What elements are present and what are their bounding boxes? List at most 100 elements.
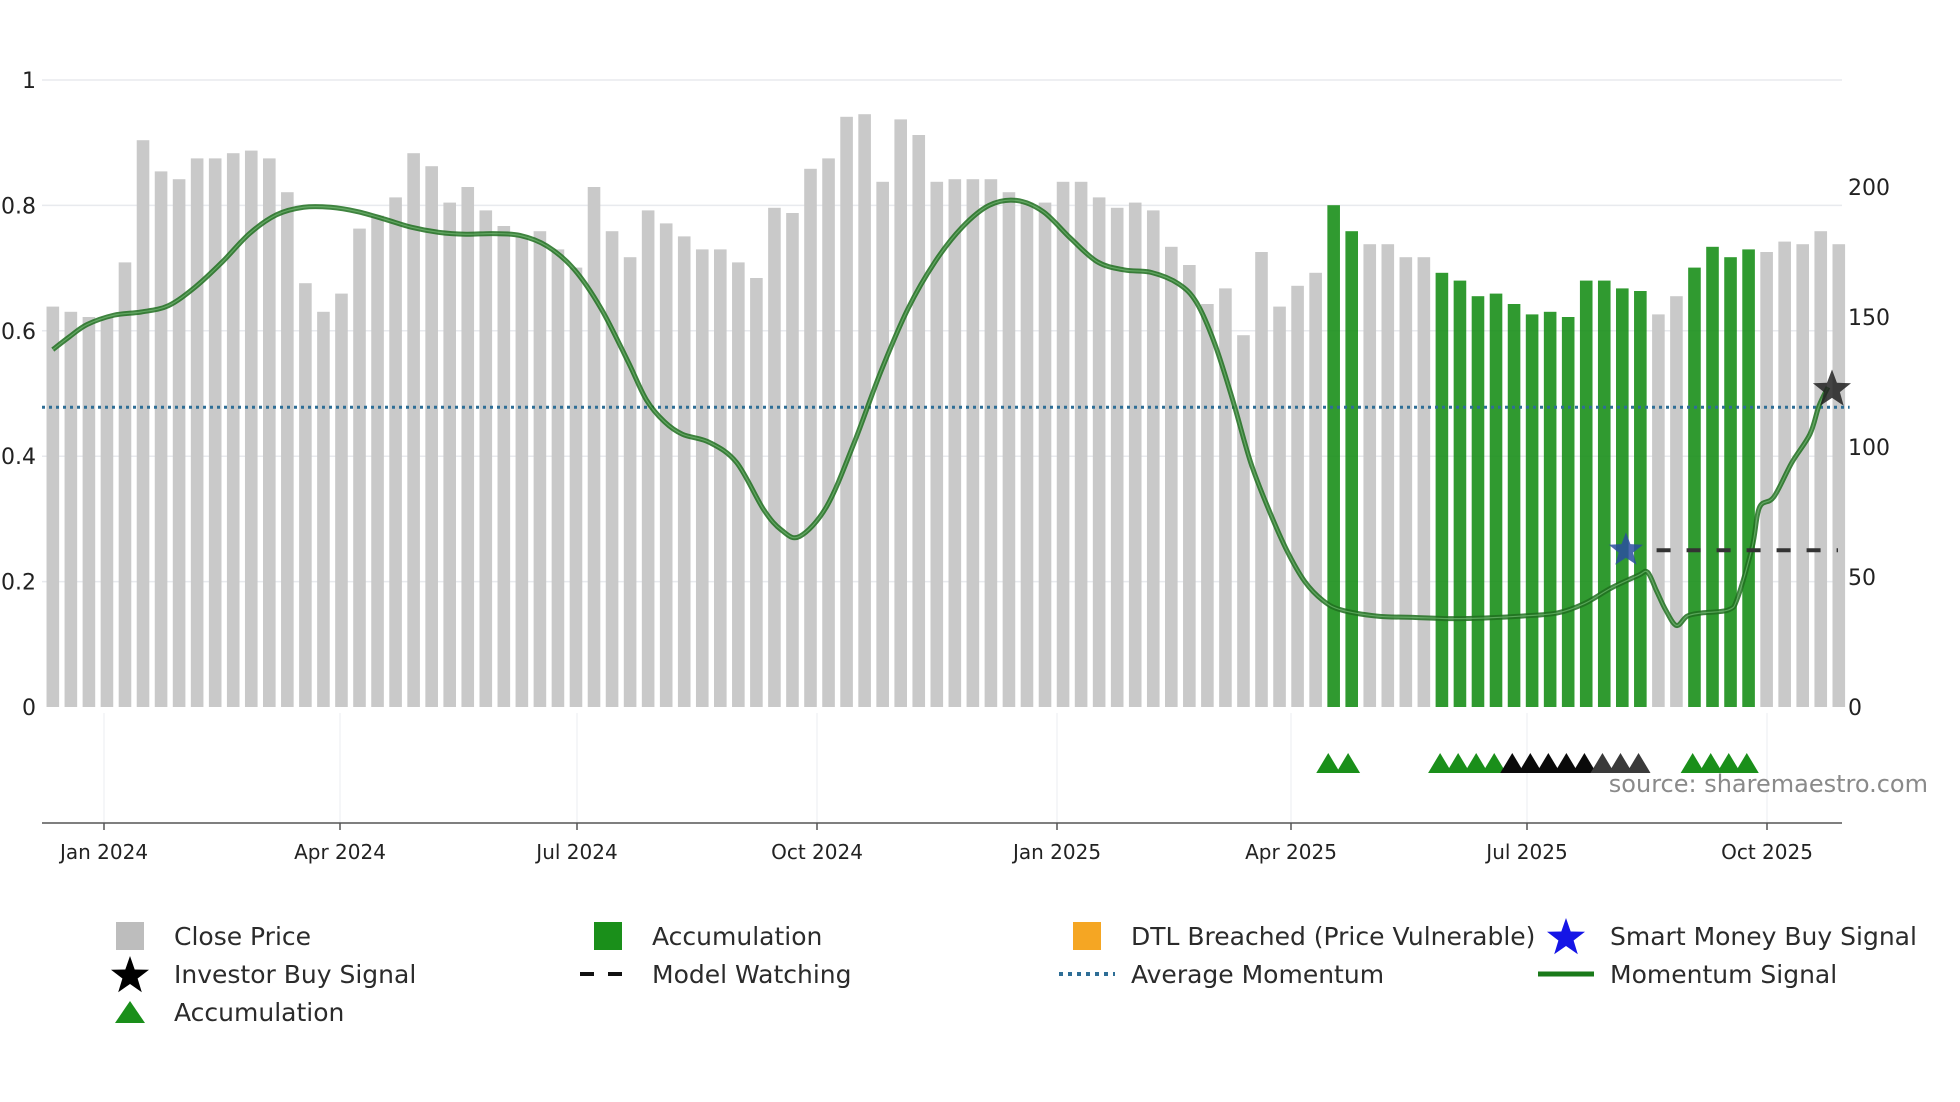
- close-price-bar: [1110, 207, 1124, 708]
- right-tick-label: 0: [1848, 696, 1862, 721]
- close-price-bar: [804, 168, 817, 708]
- close-price-bar: [1255, 252, 1268, 707]
- accumulation-triangle: [1464, 753, 1489, 773]
- accumulation-bar: [1742, 249, 1755, 707]
- close-price-bar: [443, 202, 457, 707]
- close-price-bar: [1128, 202, 1142, 707]
- close-price-bar: [1183, 265, 1196, 707]
- legend-accumulation-marker: Accumulation: [100, 994, 344, 1030]
- left-tick-label: 0.2: [1, 571, 36, 596]
- x-tick-label: Apr 2025: [1245, 840, 1337, 864]
- close-price-bar: [623, 257, 637, 707]
- close-price-bar: [1760, 252, 1773, 707]
- close-price-bar: [1146, 210, 1160, 707]
- momentum-signal: [51, 197, 1831, 628]
- close-price-bar: [1074, 181, 1088, 708]
- right-tick-label: 100: [1848, 436, 1890, 461]
- close-price-bar: [1417, 257, 1431, 707]
- close-price-bar: [641, 210, 655, 707]
- legend-accumulation-bar: Accumulation: [578, 918, 822, 954]
- investor-buy-star: [1812, 369, 1851, 406]
- accumulation-bar: [1543, 311, 1557, 707]
- legend-label: Accumulation: [174, 997, 345, 1027]
- close-price-bar: [479, 210, 493, 707]
- accumulation-markers: [1316, 753, 1759, 773]
- close-price-bar: [840, 116, 853, 708]
- black-star-icon: [100, 954, 160, 994]
- legend-investor-buy: Investor Buy Signal: [100, 954, 417, 994]
- accumulation-triangle: [1680, 753, 1705, 773]
- legend-label: Model Watching: [652, 959, 852, 989]
- green-triangle-icon: [100, 998, 160, 1026]
- dotted-line-icon: [1057, 964, 1117, 984]
- accumulation-bar: [1634, 291, 1647, 707]
- close-price-bar: [1237, 335, 1250, 707]
- legend-model-watching: Model Watching: [578, 956, 852, 992]
- x-tick-label: Oct 2024: [771, 840, 863, 864]
- close-price-bar: [82, 317, 96, 707]
- close-price-bar: [317, 311, 330, 707]
- source-watermark: source: sharemaestro.com: [1609, 770, 1928, 798]
- legend-dtl-breached: DTL Breached (Price Vulnerable): [1057, 918, 1535, 954]
- left-tick-label: 1: [22, 69, 36, 94]
- close-price-bar: [768, 207, 781, 708]
- close-price-bar: [208, 158, 222, 707]
- close-price-bar: [677, 236, 691, 707]
- accumulation-bar: [1616, 288, 1629, 707]
- accumulation-bar: [1706, 246, 1719, 708]
- close-price-bar: [515, 236, 529, 707]
- close-price-bar: [1832, 244, 1846, 707]
- accumulation-triangle: [1482, 753, 1507, 773]
- legend-average-momentum: Average Momentum: [1057, 956, 1384, 992]
- accumulation-bar: [1345, 231, 1359, 707]
- close-price-bar: [1092, 197, 1106, 707]
- momentum-signal-highlight: [52, 199, 1829, 627]
- accumulation-triangle: [1316, 753, 1341, 773]
- legend-label: Average Momentum: [1131, 959, 1385, 989]
- close-price-bar: [1814, 231, 1828, 707]
- close-price-bar: [1002, 192, 1016, 707]
- close-price-bar: [190, 158, 204, 707]
- x-tick-label: Jan 2024: [58, 840, 148, 864]
- watching-triangle: [1590, 753, 1615, 773]
- close-price-bar: [154, 171, 168, 707]
- close-price-bar: [966, 179, 980, 707]
- legend-label: DTL Breached (Price Vulnerable): [1131, 921, 1536, 951]
- legend-label: Smart Money Buy Signal: [1610, 921, 1917, 951]
- gray-square-icon: [100, 921, 160, 951]
- legend-smart-money: Smart Money Buy Signal: [1536, 916, 1917, 956]
- blue-star-icon: [1536, 916, 1596, 956]
- close-price-bar: [894, 119, 908, 707]
- legend-momentum-signal: Momentum Signal: [1536, 956, 1837, 992]
- watching-triangle: [1554, 753, 1579, 773]
- legend-label: Investor Buy Signal: [174, 959, 417, 989]
- close-price-bar: [551, 249, 565, 707]
- close-price-bar: [714, 249, 727, 707]
- tick-labels: Jan 2024 Apr 2024 Jul 2024 Oct 2024 Jan 2025…: [1, 69, 1890, 864]
- dashed-line-icon: [578, 964, 638, 984]
- x-tick-label: Jul 2025: [1484, 840, 1567, 864]
- right-tick-label: 50: [1848, 566, 1876, 591]
- close-price-bar: [1652, 314, 1665, 707]
- close-price-bar: [244, 150, 258, 708]
- accumulation-triangle: [1446, 753, 1471, 773]
- accumulation-bar: [1489, 293, 1503, 707]
- accumulation-triangle: [1716, 753, 1741, 773]
- right-tick-label: 150: [1848, 306, 1890, 331]
- close-price-bar: [1165, 246, 1178, 708]
- watching-triangle: [1572, 753, 1597, 773]
- close-price-bar: [407, 153, 420, 707]
- accumulation-triangle: [1698, 753, 1723, 773]
- close-price-bar: [732, 262, 745, 707]
- close-price-bar: [461, 187, 475, 707]
- x-tick-label: Jul 2024: [534, 840, 617, 864]
- legend: Close Price Accumulation DTL Breached (P…: [100, 918, 1940, 1038]
- accumulation-bar: [1579, 280, 1593, 707]
- close-price-bar: [569, 267, 583, 707]
- accumulation-bar: [1561, 317, 1575, 707]
- close-price-bar: [695, 249, 709, 707]
- close-price-bar: [299, 283, 312, 707]
- close-price-bar: [948, 179, 962, 707]
- close-price-bars: [46, 114, 1846, 708]
- close-price-bar: [136, 140, 150, 707]
